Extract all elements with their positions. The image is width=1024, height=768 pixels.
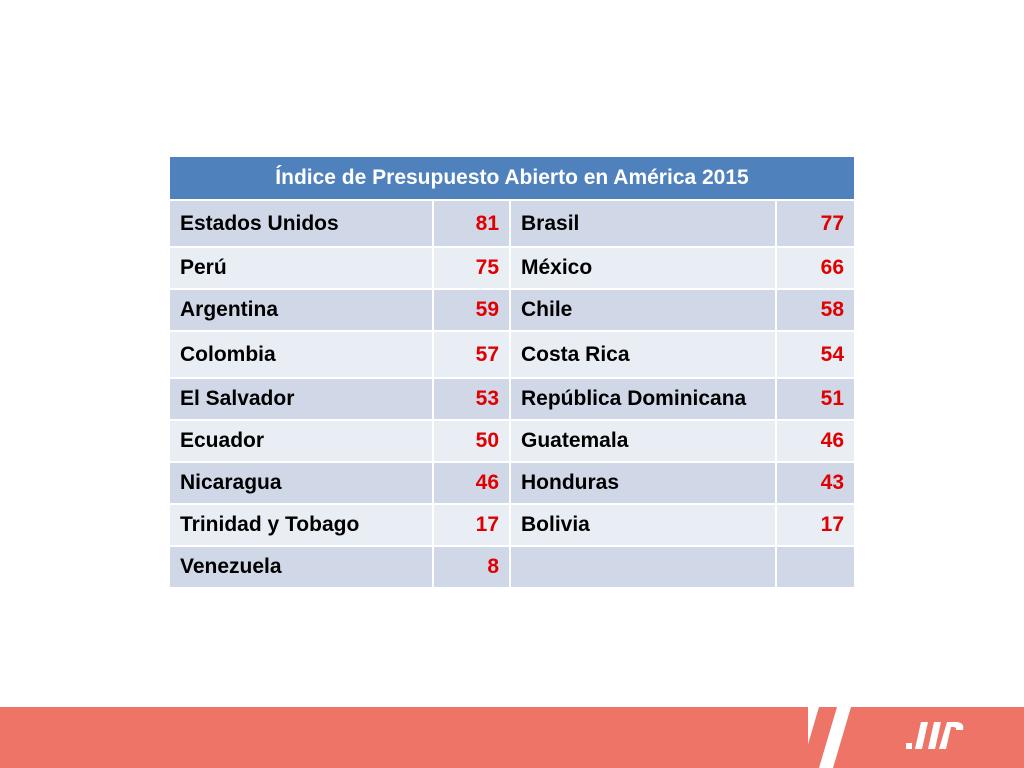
country-score: 46 [434, 463, 511, 505]
country-name: Costa Rica [511, 332, 777, 379]
table-row: Ecuador 50 Guatemala 46 [170, 421, 855, 463]
country-score: 53 [434, 379, 511, 421]
country-score: 8 [434, 547, 511, 589]
country-name: Brasil [511, 201, 777, 248]
footer-left-band [0, 707, 808, 768]
country-score: 57 [434, 332, 511, 379]
country-score: 17 [434, 505, 511, 547]
country-name: Ecuador [170, 421, 434, 463]
country-name [511, 547, 777, 589]
budget-index-table: Índice de Presupuesto Abierto en América… [170, 157, 855, 589]
table-row: Perú 75 México 66 [170, 248, 855, 290]
table-row: Nicaragua 46 Honduras 43 [170, 463, 855, 505]
country-score: 59 [434, 290, 511, 332]
country-score: 43 [777, 463, 855, 505]
footer-right-band [833, 707, 1024, 768]
country-name: Chile [511, 290, 777, 332]
country-name: Trinidad y Tobago [170, 505, 434, 547]
country-score: 54 [777, 332, 855, 379]
country-name: El Salvador [170, 379, 434, 421]
country-name: Colombia [170, 332, 434, 379]
country-name: Argentina [170, 290, 434, 332]
country-name: Estados Unidos [170, 201, 434, 248]
country-name: Perú [170, 248, 434, 290]
country-name: Bolivia [511, 505, 777, 547]
brand-logo-icon [906, 722, 964, 749]
table-title: Índice de Presupuesto Abierto en América… [170, 157, 855, 201]
country-score: 75 [434, 248, 511, 290]
table-header-row: Índice de Presupuesto Abierto en América… [170, 157, 855, 201]
country-name: Venezuela [170, 547, 434, 589]
country-name: República Dominicana [511, 379, 777, 421]
footer-bar [0, 707, 1024, 768]
country-score: 66 [777, 248, 855, 290]
country-score [777, 547, 855, 589]
footer-slanted-stripe [801, 707, 837, 768]
country-score: 77 [777, 201, 855, 248]
table-row: Estados Unidos 81 Brasil 77 [170, 201, 855, 248]
country-score: 58 [777, 290, 855, 332]
country-name: Honduras [511, 463, 777, 505]
country-name: Nicaragua [170, 463, 434, 505]
table-row: Trinidad y Tobago 17 Bolivia 17 [170, 505, 855, 547]
country-score: 17 [777, 505, 855, 547]
table-row: Argentina 59 Chile 58 [170, 290, 855, 332]
table-row: Colombia 57 Costa Rica 54 [170, 332, 855, 379]
country-score: 81 [434, 201, 511, 248]
country-name: México [511, 248, 777, 290]
table-row: Venezuela 8 [170, 547, 855, 589]
table-row: El Salvador 53 República Dominicana 51 [170, 379, 855, 421]
country-name: Guatemala [511, 421, 777, 463]
country-score: 46 [777, 421, 855, 463]
country-score: 50 [434, 421, 511, 463]
country-score: 51 [777, 379, 855, 421]
